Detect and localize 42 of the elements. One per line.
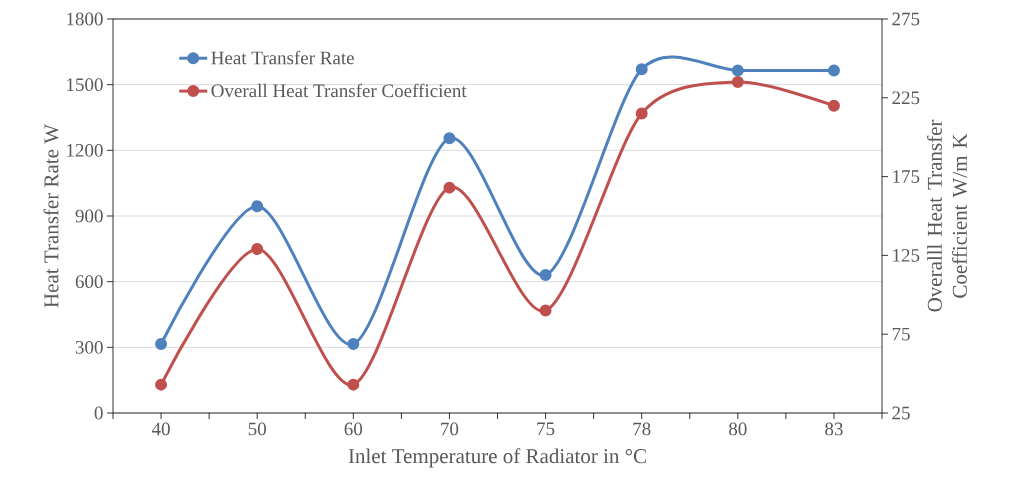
point bbox=[155, 378, 168, 391]
x-tick-label: 83 bbox=[825, 422, 843, 436]
y2-tick-label: 225 bbox=[892, 91, 920, 105]
point bbox=[635, 107, 648, 120]
x-tick-label: 40 bbox=[151, 422, 170, 436]
x-tick-label: 78 bbox=[633, 422, 651, 436]
point bbox=[539, 269, 552, 282]
y2-tick-label: 25 bbox=[892, 406, 910, 420]
point bbox=[251, 243, 264, 256]
legend-label: Heat Transfer Rate bbox=[211, 50, 354, 65]
point bbox=[443, 181, 456, 194]
point bbox=[347, 378, 360, 391]
y-tick-label: 1200 bbox=[67, 143, 103, 157]
y2-tick-label: 75 bbox=[892, 327, 910, 341]
y2-tick-label: 175 bbox=[893, 170, 920, 183]
point bbox=[155, 338, 168, 351]
point bbox=[635, 63, 648, 76]
y2-tick-label: 275 bbox=[892, 12, 920, 26]
x-tick-label: 80 bbox=[729, 422, 747, 436]
point bbox=[347, 338, 360, 351]
point bbox=[827, 64, 840, 77]
y-tick-label: 300 bbox=[75, 340, 103, 354]
y-axis-title: Heat Transfer Rate W bbox=[43, 124, 59, 308]
point bbox=[443, 132, 456, 145]
y-tick-label: 600 bbox=[75, 275, 103, 289]
x-axis-title: Inlet Temperature of Radiator in °C bbox=[348, 448, 646, 468]
x-tick-label: 75 bbox=[537, 422, 555, 436]
point bbox=[731, 76, 744, 89]
y2-axis-title: Overalll Heat Transfer Coefficient W/m K bbox=[926, 119, 968, 312]
point bbox=[827, 99, 840, 112]
legend-label: Overall Heat Transfer Coefficient bbox=[211, 83, 467, 98]
y2-tick-label: 125 bbox=[893, 249, 920, 262]
y-tick-label: 1800 bbox=[67, 12, 103, 26]
y-tick-label: 1500 bbox=[67, 78, 103, 92]
y-tick-label: 900 bbox=[75, 209, 103, 223]
x-tick-label: 50 bbox=[248, 422, 266, 436]
x-tick-label: 60 bbox=[344, 422, 363, 436]
point bbox=[539, 304, 552, 317]
point bbox=[251, 200, 264, 213]
point bbox=[731, 64, 744, 77]
x-tick-label: 70 bbox=[441, 422, 459, 436]
y-tick-label: 0 bbox=[94, 406, 103, 420]
